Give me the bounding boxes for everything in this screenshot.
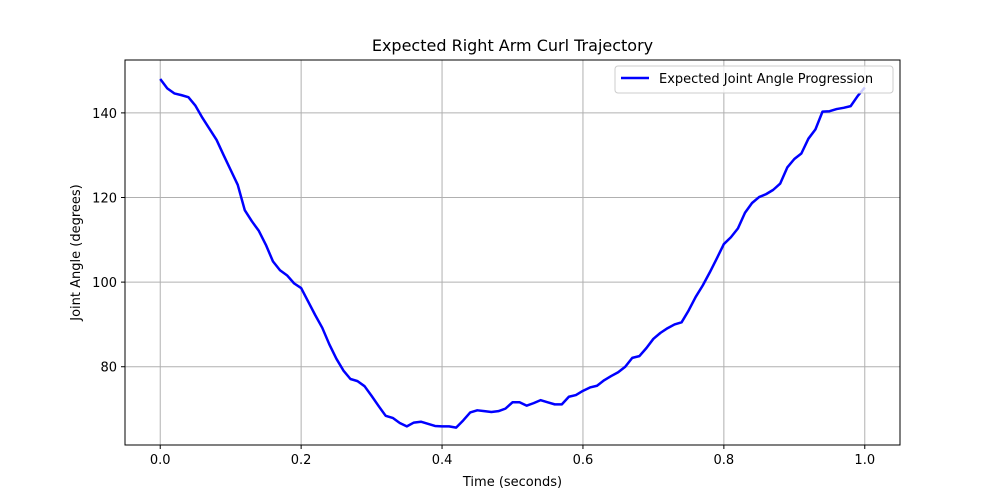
legend: Expected Joint Angle Progression [614,65,894,94]
series-layer [159,78,866,429]
axes-frame [124,59,901,446]
y-tick-label: 140 [92,107,117,122]
y-tick-label: 80 [100,361,117,376]
grid [125,60,900,445]
y-tick-label: 120 [92,192,117,207]
x-tick-label: 0.4 [432,453,453,468]
legend-box [614,65,894,94]
chart-title: Expected Right Arm Curl Trajectory [372,36,653,55]
x-tick-label: 0.8 [714,453,735,468]
ticks: 0.0 0.2 0.4 0.6 0.8 1.0 80 100 120 140 [92,107,875,468]
y-axis-label: Joint Angle (degrees) [69,184,84,321]
x-tick-label: 0.6 [573,453,594,468]
legend-label: Expected Joint Angle Progression [659,72,873,87]
x-tick-label: 0.2 [291,453,312,468]
x-tick-label: 0.0 [150,453,171,468]
x-axis-label: Time (seconds) [462,475,562,490]
y-tick-label: 100 [92,276,117,291]
x-tick-label: 1.0 [854,453,875,468]
series-line [159,78,866,429]
